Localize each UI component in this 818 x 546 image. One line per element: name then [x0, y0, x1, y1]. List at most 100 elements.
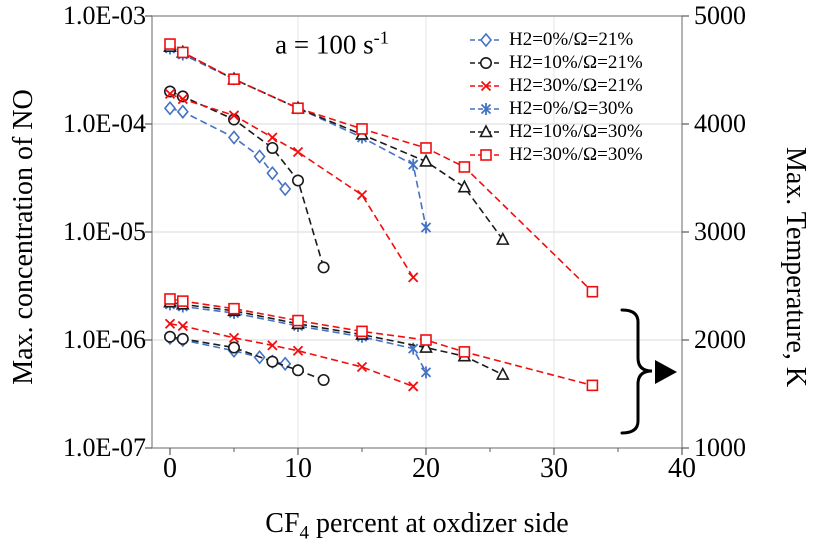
right-axis-title: Max. Temperature, K: [780, 146, 811, 388]
strain-rate-annotation: a = 100 s-1: [275, 28, 389, 61]
marker-circle: [266, 141, 279, 154]
data-series: [163, 38, 599, 392]
right-tick-label: 3000: [694, 217, 746, 246]
axis-ticks: [145, 15, 689, 455]
marker-x: [267, 132, 278, 143]
x-title-base: CF: [265, 508, 300, 539]
legend-label: H2=10%/Ω=30%: [509, 120, 643, 142]
legend-marker-sample: [470, 32, 502, 47]
legend-label: H2=0%/Ω=21%: [509, 28, 634, 50]
marker-x: [408, 381, 419, 392]
marker-circle: [266, 355, 279, 368]
marker-star: [480, 102, 492, 115]
legend-marker-sample: [470, 102, 502, 115]
marker-circle: [228, 341, 241, 354]
legend: H2=0%/Ω=21% H2=10%/Ω=21% H2=30%/Ω=21% H2…: [468, 28, 643, 166]
marker-diamond: [253, 149, 266, 164]
series-line: [169, 298, 593, 387]
marker-square: [228, 302, 240, 315]
x-tick-label: 20: [412, 453, 440, 484]
marker-x: [292, 345, 304, 356]
legend-item: H2=10%/Ω=30%: [468, 120, 643, 143]
marker-triangle: [495, 231, 510, 245]
marker-triangle: [419, 339, 433, 353]
legend-item: H2=0%/Ω=30%: [468, 97, 643, 120]
marker-square: [356, 123, 368, 135]
x-title-rest: percent at oxdizer side: [309, 508, 569, 539]
marker-diamond: [279, 181, 292, 197]
marker-x: [177, 93, 188, 105]
brace-annotation: [620, 308, 653, 435]
marker-circle: [164, 85, 177, 98]
marker-x: [480, 80, 492, 91]
legend-item: H2=30%/Ω=30%: [468, 143, 643, 166]
x-title-sub: 4: [299, 522, 310, 544]
marker-circle: [291, 174, 304, 187]
marker-star: [420, 221, 432, 234]
legend-item: H2=30%/Ω=21%: [468, 74, 643, 97]
left-tick-label: 1.0E-05: [62, 217, 146, 246]
marker-square: [164, 293, 176, 305]
marker-star: [420, 366, 432, 379]
marker-diamond: [163, 100, 177, 116]
right-tick-label: 2000: [694, 325, 746, 354]
marker-star: [408, 158, 419, 171]
marker-x: [228, 110, 240, 121]
marker-diamond: [227, 130, 241, 145]
series-line: [169, 301, 504, 376]
marker-circle: [317, 373, 330, 386]
series-line: [169, 43, 593, 293]
marker-x: [164, 88, 176, 100]
marker-circle: [480, 56, 492, 69]
marker-square: [356, 325, 368, 338]
right-tick-label: 5000: [694, 1, 746, 30]
marker-square: [480, 148, 492, 161]
marker-square: [292, 314, 304, 327]
series-line: [169, 337, 286, 365]
marker-square: [420, 142, 432, 154]
marker-circle: [291, 364, 304, 377]
marker-diamond: [479, 32, 493, 47]
left-tick-label: 1.0E-04: [62, 109, 146, 138]
right-tick-label: 1000: [694, 433, 746, 462]
x-tick-label: 40: [668, 453, 696, 484]
marker-x: [292, 146, 304, 158]
legend-marker-sample: [470, 148, 502, 161]
x-tick-label: 30: [540, 453, 568, 484]
marker-square: [228, 73, 240, 85]
marker-x: [356, 189, 368, 201]
marker-circle: [164, 330, 177, 343]
x-tick-label: 10: [284, 453, 312, 484]
marker-x: [228, 332, 240, 343]
legend-item: H2=0%/Ω=21%: [468, 28, 643, 51]
marker-diamond: [176, 104, 189, 119]
marker-circle: [317, 261, 330, 274]
marker-square: [458, 346, 471, 358]
x-tick-label: 0: [163, 453, 177, 484]
legend-marker-sample: [470, 80, 502, 91]
marker-square: [586, 285, 599, 298]
marker-square: [586, 379, 599, 392]
left-tick-label: 1.0E-07: [62, 433, 146, 462]
marker-triangle: [479, 123, 493, 137]
annotation-base: a = 100 s: [275, 29, 374, 60]
right-tick-label: 4000: [694, 109, 746, 138]
marker-x: [164, 318, 176, 329]
legend-item: H2=10%/Ω=21%: [468, 51, 643, 74]
marker-x: [408, 272, 419, 283]
marker-x: [356, 361, 368, 373]
marker-circle: [176, 332, 189, 345]
marker-square: [292, 102, 304, 115]
left-tick-label: 1.0E-06: [62, 325, 146, 354]
marker-square: [177, 295, 189, 307]
legend-label: H2=10%/Ω=21%: [509, 51, 643, 73]
marker-triangle: [457, 179, 472, 193]
left-axis-title: Max. concentration of NO: [8, 89, 39, 385]
legend-label: H2=0%/Ω=30%: [509, 97, 634, 119]
left-tick-label: 1.0E-03: [62, 1, 146, 30]
marker-diamond: [279, 356, 292, 372]
marker-triangle: [419, 153, 433, 167]
series-line: [169, 45, 504, 241]
